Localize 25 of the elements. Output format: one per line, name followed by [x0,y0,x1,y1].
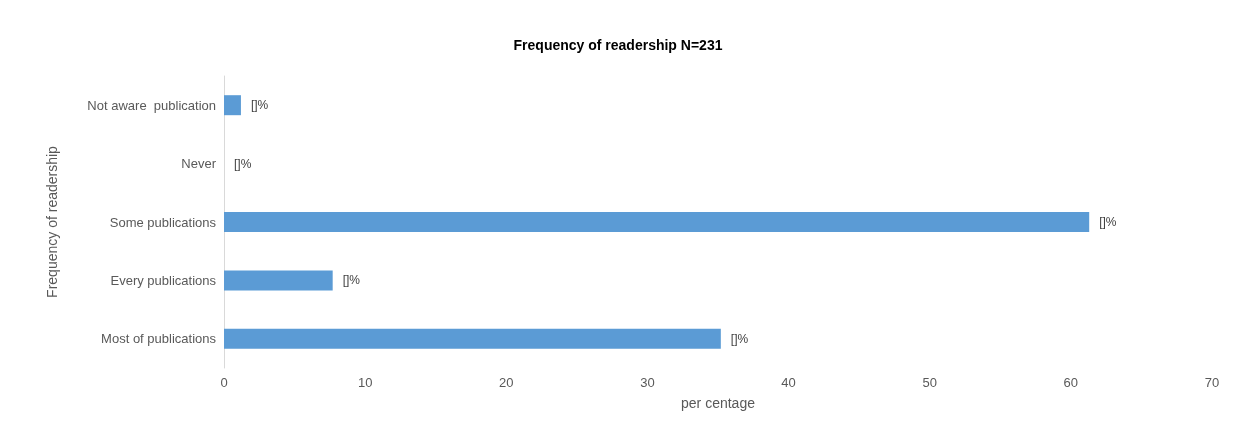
data-label: []% [730,331,749,346]
x-tick-label: 40 [781,375,796,390]
bar [224,328,721,349]
x-tick-label: 60 [1063,375,1079,390]
x-axis-title: per centage [681,395,756,411]
x-tick-label: 0 [220,375,228,390]
x-tick-label: 70 [1204,375,1220,390]
x-tick-label: 50 [922,375,937,390]
y-tick-label: Never [181,156,217,172]
chart-title: Frequency of readership N=231 [513,37,723,53]
x-tick-label: 10 [357,375,373,390]
bar [224,270,333,291]
y-axis-title: Frequency of readership [44,145,60,298]
data-label: []% [1099,215,1117,229]
x-tick-label: 20 [499,375,514,390]
y-tick-label: Some publications [109,214,217,230]
data-label: []% [250,98,269,113]
bar [224,95,241,116]
y-tick-label: Not aware publication [87,97,216,113]
bar [224,212,1090,232]
data-label: []% [234,156,252,171]
x-tick-label: 30 [640,375,655,390]
y-tick-label: Most of publications [101,331,217,347]
y-tick-label: Every publications [110,272,217,288]
data-label: []% [342,273,361,288]
